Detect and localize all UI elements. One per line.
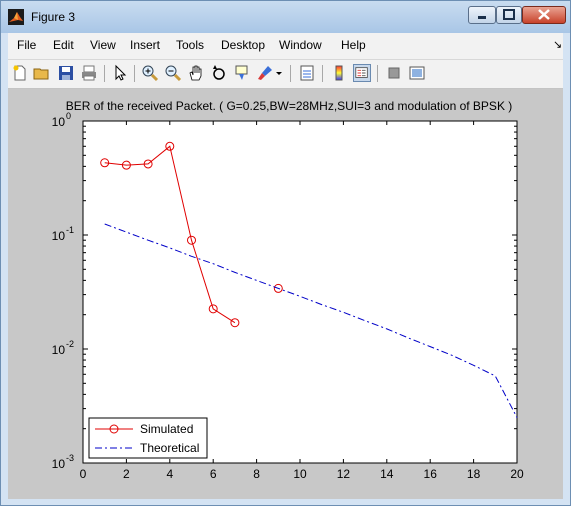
toolbar-separator: [104, 65, 105, 82]
y-tick-label-exp: -1: [66, 225, 74, 235]
window-title: Figure 3: [31, 10, 76, 24]
brush-dropdown-icon[interactable]: [274, 64, 284, 82]
x-tick-label: 4: [166, 467, 173, 481]
matlab-icon: [8, 9, 24, 25]
toolbar: [8, 60, 563, 89]
brush-icon[interactable]: [256, 64, 274, 82]
plot-area: [82, 120, 518, 464]
open-file-icon[interactable]: [33, 64, 51, 82]
x-tick-label: 20: [510, 467, 524, 481]
x-tick-label: 14: [380, 467, 394, 481]
chart-title: BER of the received Packet. ( G=0.25,BW=…: [66, 99, 513, 113]
maximize-icon: [503, 9, 515, 20]
y-tick-label-exp: 0: [66, 111, 71, 121]
x-tick-label: 8: [253, 467, 260, 481]
menu-desktop[interactable]: Desktop: [221, 38, 266, 52]
save-icon[interactable]: [57, 64, 75, 82]
simulated-marker: [165, 141, 175, 151]
simulated-marker: [121, 160, 131, 170]
x-tick-label: 2: [123, 467, 130, 481]
legend-icon[interactable]: [353, 64, 371, 82]
zoom-in-icon[interactable]: [141, 64, 159, 82]
legend[interactable]: Simulated Theoretical: [88, 417, 208, 459]
colorbar-icon[interactable]: [330, 64, 348, 82]
y-tick-label-base: 10: [52, 115, 66, 129]
toolbar-separator: [290, 65, 291, 82]
simulated-marker: [208, 304, 218, 314]
figure-area: BER of the received Packet. ( G=0.25,BW=…: [8, 89, 563, 499]
data-cursor-icon[interactable]: [233, 64, 251, 82]
y-tick-label-base: 10: [52, 229, 66, 243]
simulated-marker: [100, 158, 110, 168]
minimize-icon: [478, 16, 486, 19]
toolbar-separator: [134, 65, 135, 82]
menu-window[interactable]: Window: [279, 38, 322, 52]
new-figure-icon[interactable]: [11, 64, 29, 82]
zoom-out-icon[interactable]: [164, 64, 182, 82]
link-plot-icon[interactable]: [298, 64, 316, 82]
toolbar-separator: [377, 65, 378, 82]
y-tick-label-base: 10: [52, 457, 66, 471]
close-button[interactable]: [522, 6, 566, 24]
menu-edit[interactable]: Edit: [53, 38, 74, 52]
simulated-marker: [143, 159, 153, 169]
minimize-button[interactable]: [468, 6, 496, 24]
close-icon: [538, 9, 550, 20]
simulated-marker: [187, 235, 196, 245]
ber-chart: BER of the received Packet. ( G=0.25,BW=…: [52, 99, 524, 481]
hide-plot-tools-icon[interactable]: [385, 64, 403, 82]
series-layer: [100, 141, 518, 418]
pointer-icon[interactable]: [111, 64, 129, 82]
menu-insert[interactable]: Insert: [130, 38, 161, 52]
menu-tools[interactable]: Tools: [176, 38, 205, 52]
y-tick-label-exp: -2: [66, 339, 74, 349]
menu-view[interactable]: View: [90, 38, 116, 52]
print-icon[interactable]: [80, 64, 98, 82]
legend-simulated-marker: [109, 424, 119, 434]
dock-arrow-icon[interactable]: ↘: [553, 39, 563, 51]
x-tick-label: 12: [337, 467, 351, 481]
y-tick-label-exp: -3: [66, 453, 74, 463]
menu-help[interactable]: Help: [341, 38, 366, 52]
simulated-line: [104, 145, 236, 324]
y-tick-label-base: 10: [52, 343, 66, 357]
x-tick-label: 0: [80, 467, 87, 481]
menu-file[interactable]: File: [17, 38, 37, 52]
simulated-marker: [273, 283, 283, 293]
pan-icon[interactable]: [187, 64, 205, 82]
maximize-button[interactable]: [496, 6, 522, 24]
menu-bar: File Edit View Insert Tools Desktop Wind…: [8, 33, 563, 60]
legend-theoretical-label: Theoretical: [140, 441, 199, 455]
simulated-marker: [230, 318, 240, 328]
toolbar-separator: [322, 65, 323, 82]
rotate-3d-icon[interactable]: [210, 64, 228, 82]
title-bar: Figure 3: [1, 1, 570, 33]
legend-simulated-label: Simulated: [140, 422, 193, 436]
legend-box: [88, 417, 208, 459]
x-tick-label: 10: [293, 467, 307, 481]
show-plot-tools-icon[interactable]: [408, 64, 426, 82]
x-tick-label: 16: [424, 467, 438, 481]
x-tick-label: 6: [210, 467, 217, 481]
x-tick-label: 18: [467, 467, 481, 481]
